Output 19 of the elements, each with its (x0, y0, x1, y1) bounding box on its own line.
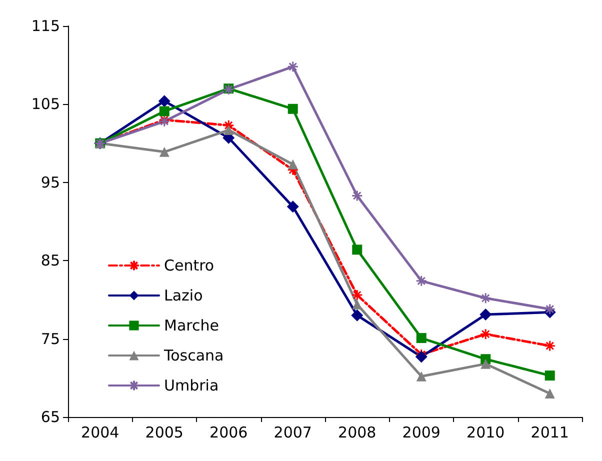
y-tick-label: 75 (40, 330, 60, 348)
x-tick-label: 2009 (402, 424, 440, 442)
legend-label: Marche (164, 316, 219, 334)
y-tick-label: 85 (40, 252, 60, 270)
x-tick-label: 2007 (274, 424, 312, 442)
x-tick-label: 2008 (338, 424, 376, 442)
y-tick-label: 65 (40, 408, 60, 426)
y-tick-label: 115 (31, 17, 60, 35)
legend-label: Umbria (164, 376, 219, 394)
x-tick-label: 2005 (145, 424, 184, 442)
legend-label: Toscana (163, 346, 224, 364)
x-tick-label: 2010 (466, 424, 505, 442)
x-tick-label: 2006 (210, 424, 248, 442)
legend-label: Centro (164, 256, 214, 274)
x-tick-label: 2011 (530, 424, 569, 442)
y-tick-label: 95 (40, 173, 60, 192)
legend-label: Lazio (164, 286, 203, 304)
x-tick-label: 2004 (81, 424, 120, 442)
y-tick-label: 105 (31, 95, 60, 114)
